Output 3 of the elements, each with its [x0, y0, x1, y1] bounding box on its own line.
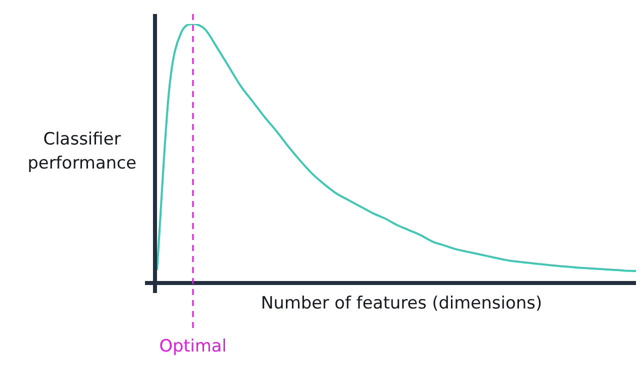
- text: Optimal: [159, 336, 227, 356]
- y-axis-title: Classifier performance: [28, 129, 136, 174]
- x-axis-title: Number of features (dimensions): [260, 293, 542, 314]
